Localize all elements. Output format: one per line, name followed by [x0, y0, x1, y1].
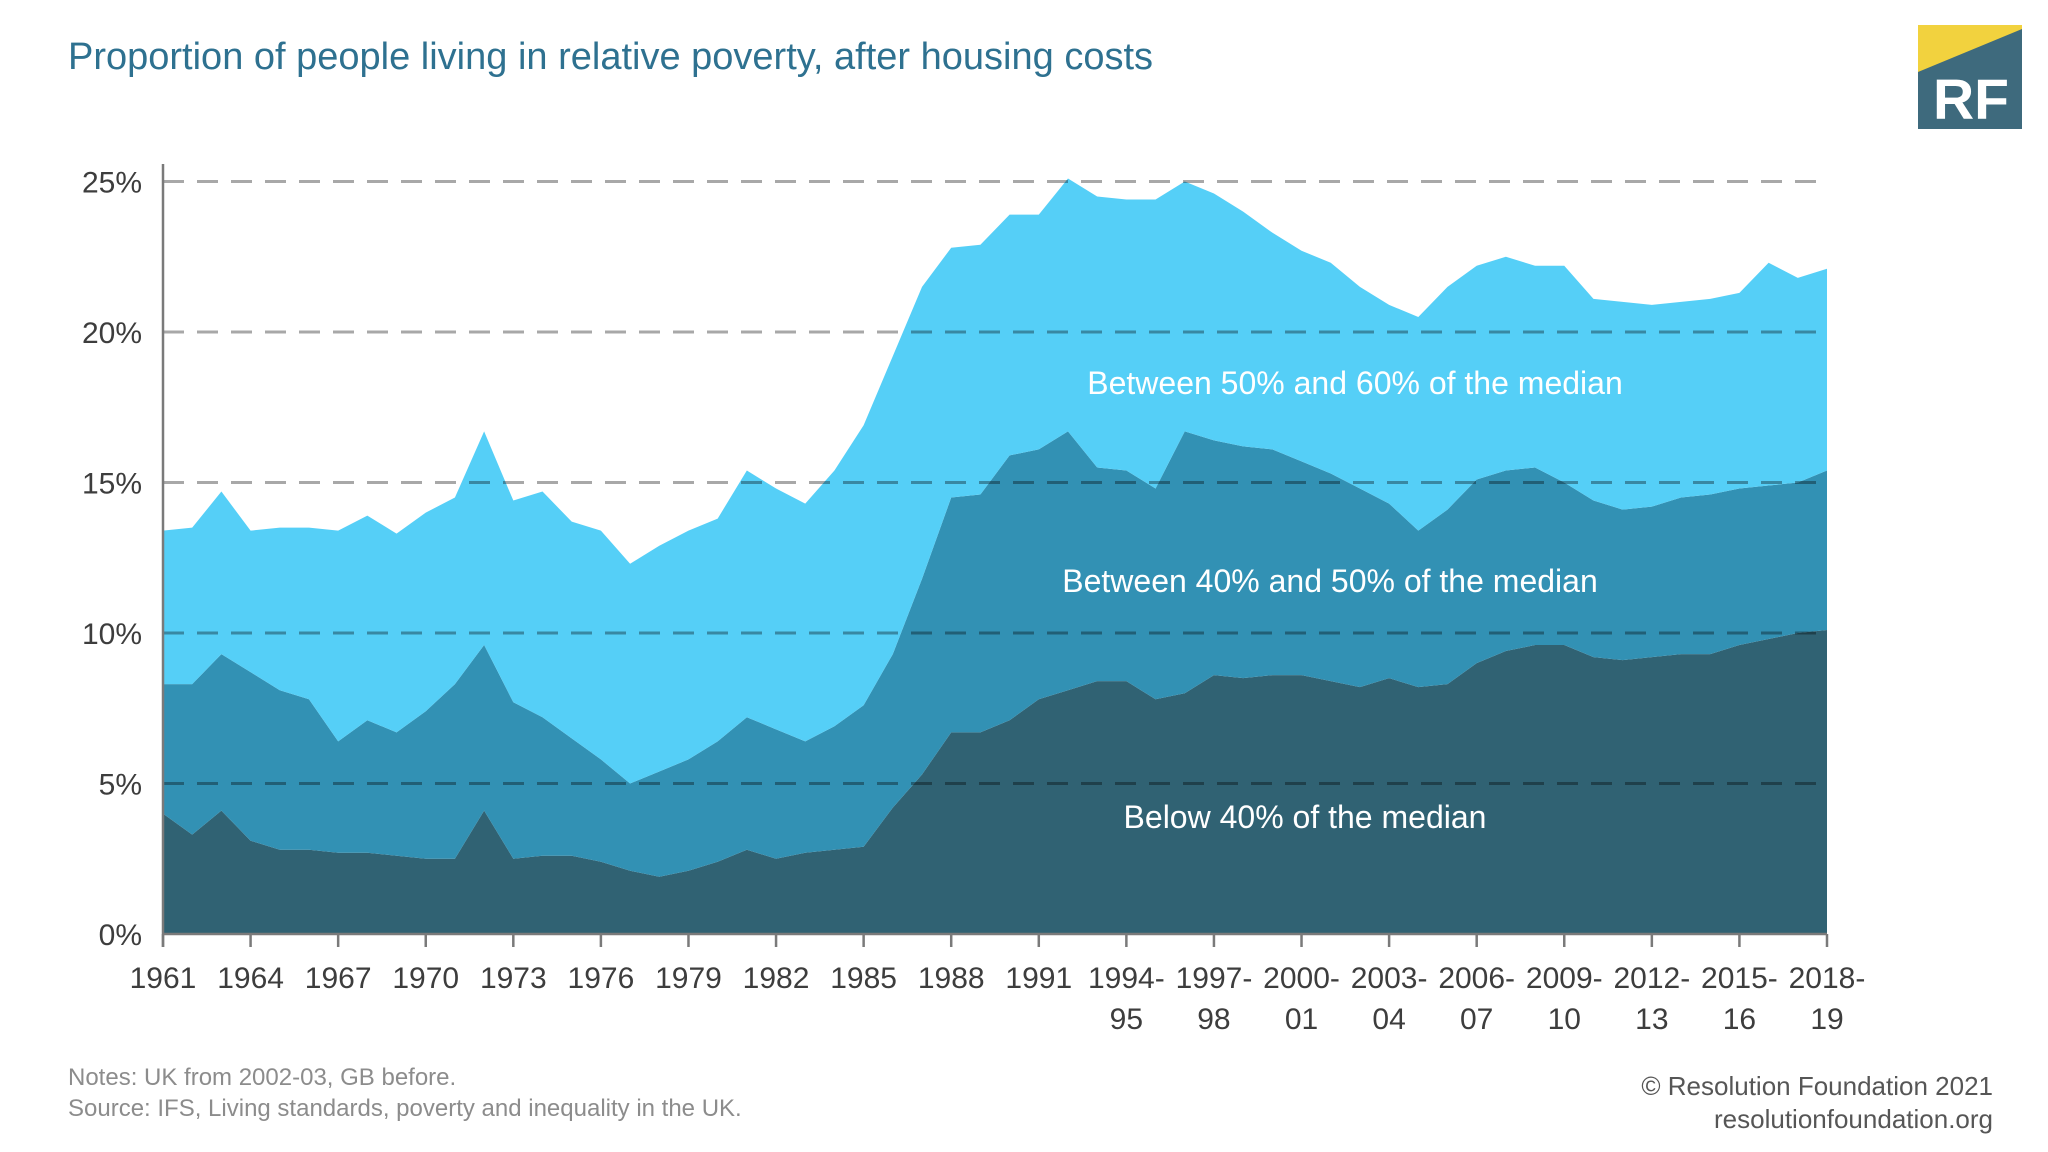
series-label-1: Between 40% and 50% of the median — [1062, 563, 1597, 599]
chart-notes: Notes: UK from 2002-03, GB before. Sourc… — [68, 1062, 742, 1124]
x-tick-label-1964: 1964 — [217, 962, 284, 995]
x-tick-label-2009-10: 10 — [1548, 1003, 1581, 1036]
y-tick-label-0: 0% — [99, 919, 142, 952]
x-tick-label-2018-19: 19 — [1810, 1003, 1843, 1036]
x-tick-label-1976: 1976 — [568, 962, 635, 995]
x-tick-label-2006-07: 2006- — [1438, 962, 1515, 995]
area-between-50-and-60-of-the-median — [163, 178, 1827, 784]
x-tick-label-2000-01: 2000- — [1263, 962, 1340, 995]
rf-logo-graphic: RF — [1918, 25, 2022, 132]
x-tick-label-2006-07: 07 — [1460, 1003, 1493, 1036]
x-tick-label-1973: 1973 — [480, 962, 547, 995]
copyright-line: © Resolution Foundation 2021 — [1641, 1071, 1993, 1101]
x-tick-label-2000-01: 01 — [1285, 1003, 1318, 1036]
y-tick-label-15: 15% — [82, 468, 142, 501]
rf-logo-text: RF — [1933, 68, 2009, 129]
x-tick-label-2012-13: 13 — [1635, 1003, 1668, 1036]
x-tick-label-1970: 1970 — [392, 962, 459, 995]
source-line: Source: IFS, Living standards, poverty a… — [68, 1095, 742, 1122]
x-tick-label-1994-95: 1994- — [1088, 962, 1165, 995]
footer-credit: © Resolution Foundation 2021 resolutionf… — [1641, 1070, 1993, 1136]
x-tick-label-1994-95: 95 — [1110, 1003, 1143, 1036]
area-below-40-of-the-median — [163, 629, 1827, 934]
website-line: resolutionfoundation.org — [1714, 1104, 1993, 1134]
page-title: Proportion of people living in relative … — [68, 36, 1154, 78]
rf-logo-yellow-wedge — [1918, 25, 2022, 72]
y-tick-label-20: 20% — [82, 317, 142, 350]
series-label-2: Below 40% of the median — [1124, 799, 1487, 835]
y-tick-label-10: 10% — [82, 618, 142, 651]
area-between-40-and-50-of-the-median — [163, 431, 1827, 877]
x-tick-label-1967: 1967 — [305, 962, 372, 995]
rf-logo: RF — [1918, 25, 2022, 132]
x-tick-label-1988: 1988 — [918, 962, 985, 995]
x-tick-label-2003-04: 04 — [1372, 1003, 1405, 1036]
x-tick-label-2003-04: 2003- — [1351, 962, 1428, 995]
x-tick-label-1982: 1982 — [743, 962, 810, 995]
x-tick-label-2015-16: 16 — [1723, 1003, 1756, 1036]
x-tick-label-2012-13: 2012- — [1613, 962, 1690, 995]
y-tick-label-5: 5% — [99, 769, 142, 802]
x-tick-label-2018-19: 2018- — [1789, 962, 1866, 995]
series-label-0: Between 50% and 60% of the median — [1087, 365, 1622, 401]
x-tick-label-2015-16: 2015- — [1701, 962, 1778, 995]
x-tick-label-1997-98: 98 — [1197, 1003, 1230, 1036]
x-tick-label-1985: 1985 — [830, 962, 897, 995]
y-tick-label-25: 25% — [82, 167, 142, 200]
x-tick-label-1997-98: 1997- — [1176, 962, 1253, 995]
x-tick-label-2009-10: 2009- — [1526, 962, 1603, 995]
x-tick-label-1991: 1991 — [1005, 962, 1072, 995]
notes-line: Notes: UK from 2002-03, GB before. — [68, 1064, 457, 1091]
x-tick-label-1979: 1979 — [655, 962, 722, 995]
x-tick-label-1961: 1961 — [130, 962, 197, 995]
